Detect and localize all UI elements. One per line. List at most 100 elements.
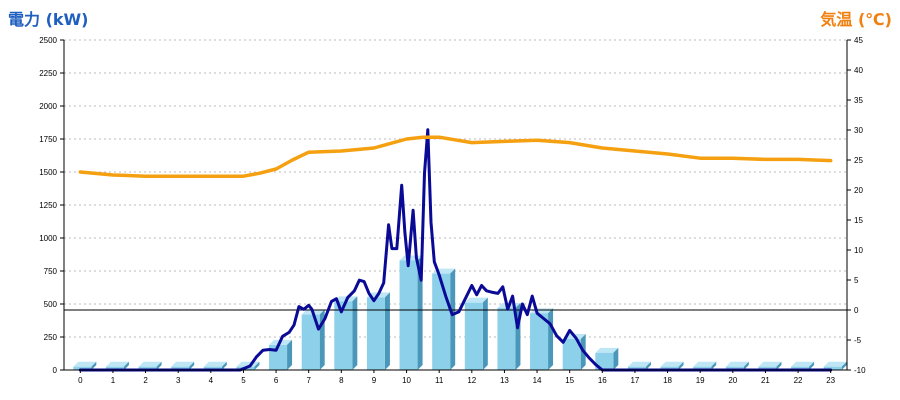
bar [432,268,456,370]
bar-side [417,255,423,370]
bar-side [384,292,390,370]
right-tick-label: 30 [854,126,863,135]
right-tick-label: 35 [854,96,863,105]
x-tick-label: 12 [467,376,476,385]
x-tick-label: 17 [630,376,639,385]
bar-front [203,366,222,370]
bar-front [758,366,777,370]
bar [823,361,847,370]
bar-front [301,314,320,370]
bar-top [627,361,651,367]
x-tick-label: 10 [402,376,411,385]
bar [758,361,782,370]
left-tick-label: 2250 [39,69,57,78]
bar-top [595,347,619,353]
bar-front [432,273,451,370]
bar-side [743,361,749,370]
gridlines [64,39,847,338]
bar-top [138,361,162,367]
bar-side [841,361,847,370]
right-tick-label: 5 [854,276,859,285]
bar-side [809,361,815,370]
x-tick-label: 22 [794,376,803,385]
right-tick-label: 15 [854,216,863,225]
left-tick-label: 250 [44,333,58,342]
left-tick-label: 1250 [39,201,57,210]
bar [366,292,390,370]
right-tick-label: -5 [854,336,862,345]
bar-front [562,338,581,370]
bar-front [399,260,418,370]
bar-side [613,347,619,370]
bar [73,361,97,370]
bar-top [203,361,227,367]
lines [78,128,833,372]
bar-top [105,361,129,367]
bar [660,361,684,370]
bar-top [693,361,717,367]
x-tick-label: 6 [274,376,279,385]
bar-side [254,361,260,370]
bar-side [482,297,488,370]
bar-top [791,361,815,367]
right-tick-label: 40 [854,66,863,75]
bar-side [156,361,162,370]
x-tick-label: 1 [111,376,116,385]
bar [203,361,227,370]
x-tick-label: 7 [306,376,311,385]
bar-front [171,366,190,370]
x-tick-label: 23 [826,376,835,385]
left-tick-label: 2000 [39,102,57,111]
x-tick-label: 16 [598,376,607,385]
x-tick-label: 21 [761,376,770,385]
bar [138,361,162,370]
bar [693,361,717,370]
x-tick-label: 9 [372,376,377,385]
bar-side [123,361,129,370]
temperature-line [78,135,833,178]
bar-front [138,366,157,370]
x-tick-label: 20 [728,376,737,385]
bar-front [627,366,646,370]
right-tick-label: -10 [854,366,866,375]
left-tick-label: 750 [44,267,58,276]
x-tick-label: 5 [241,376,246,385]
bar-top [758,361,782,367]
bar [269,339,293,370]
x-tick-label: 18 [663,376,672,385]
bar-side [645,361,651,370]
right-tick-label: 0 [854,306,859,315]
left-tick-label: 1750 [39,135,57,144]
bar [595,347,619,370]
left-tick-label: 0 [53,366,58,375]
bar [497,302,521,370]
bar-top [73,361,97,367]
bar-front [73,366,92,370]
bar-front [530,313,549,370]
x-tick-label: 15 [565,376,574,385]
x-tick-label: 2 [143,376,148,385]
bar-front [334,301,353,370]
x-tick-label: 4 [209,376,214,385]
bar-side [221,361,227,370]
left-tick-label: 1000 [39,234,57,243]
bar-side [711,361,717,370]
bar-top [823,361,847,367]
bar-top [725,361,749,367]
left-axis-title: 電力 (kW) [8,10,89,29]
x-tick-label: 19 [696,376,705,385]
x-tick-label: 11 [435,376,444,385]
bar-front [791,366,810,370]
bar [171,361,195,370]
bar-front [366,297,385,370]
x-tick-label: 14 [533,376,542,385]
bar-side [91,361,97,370]
bar-front [823,366,842,370]
bar [464,297,488,370]
bar-front [464,302,483,370]
right-tick-label: 20 [854,186,863,195]
bar-front [725,366,744,370]
bar-side [189,361,195,370]
bar-side [352,296,358,370]
